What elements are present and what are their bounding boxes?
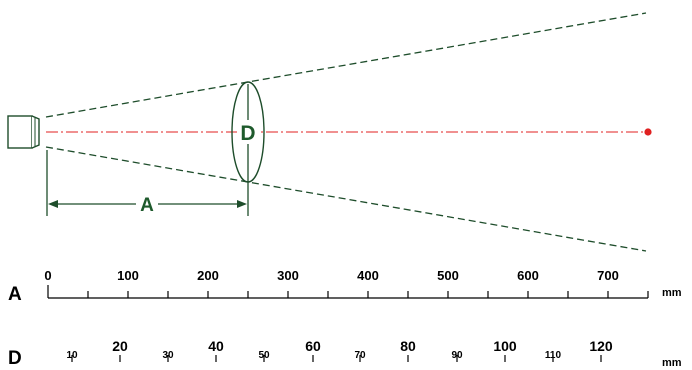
reader-icon (7, 115, 40, 149)
scale-d-minor-label: 50 (258, 350, 270, 361)
distance-arrow-right (237, 200, 247, 208)
scale-d-minor-label: 90 (451, 350, 463, 361)
scale-d-minor-label: 10 (66, 350, 78, 361)
cone-lower-line (45, 146, 647, 252)
scale-a-tick-label: 0 (44, 268, 51, 283)
scale-a-tick-label: 200 (197, 268, 219, 283)
scale-a-unit: mm (662, 287, 682, 299)
scale-d: D 10 30 50 70 90 110 20 40 60 80 100 120… (8, 338, 682, 369)
scale-d-minor-label: 30 (162, 350, 174, 361)
scale-d-row-label: D (8, 348, 22, 369)
scale-a-row-label: A (8, 284, 22, 305)
scale-a-tick-label: 500 (437, 268, 459, 283)
scale-d-major-label: 120 (589, 338, 613, 354)
scale-d-minor-label: 70 (354, 350, 366, 361)
scale-a-tick-label: 600 (517, 268, 539, 283)
scale-a-tick-label: 700 (597, 268, 619, 283)
scale-a: A 0 100 200 300 400 500 600 700 mm (8, 268, 682, 305)
scale-d-minor-label: 110 (545, 350, 562, 361)
distance-arrow-left (48, 200, 58, 208)
cone-upper-line (45, 12, 647, 118)
scale-d-major-label: 20 (112, 338, 128, 354)
target-dot (644, 128, 652, 136)
scale-a-tick-label: 100 (117, 268, 139, 283)
scale-a-tick-label: 400 (357, 268, 379, 283)
diameter-label: D (240, 122, 255, 145)
scale-d-major-label: 60 (305, 338, 321, 354)
scale-d-major-label: 40 (208, 338, 224, 354)
scale-d-major-label: 80 (400, 338, 416, 354)
scale-d-major-label: 100 (493, 338, 517, 354)
scale-a-tick-label: 300 (277, 268, 299, 283)
distance-label: A (140, 195, 154, 216)
scale-d-unit: mm (662, 357, 682, 369)
